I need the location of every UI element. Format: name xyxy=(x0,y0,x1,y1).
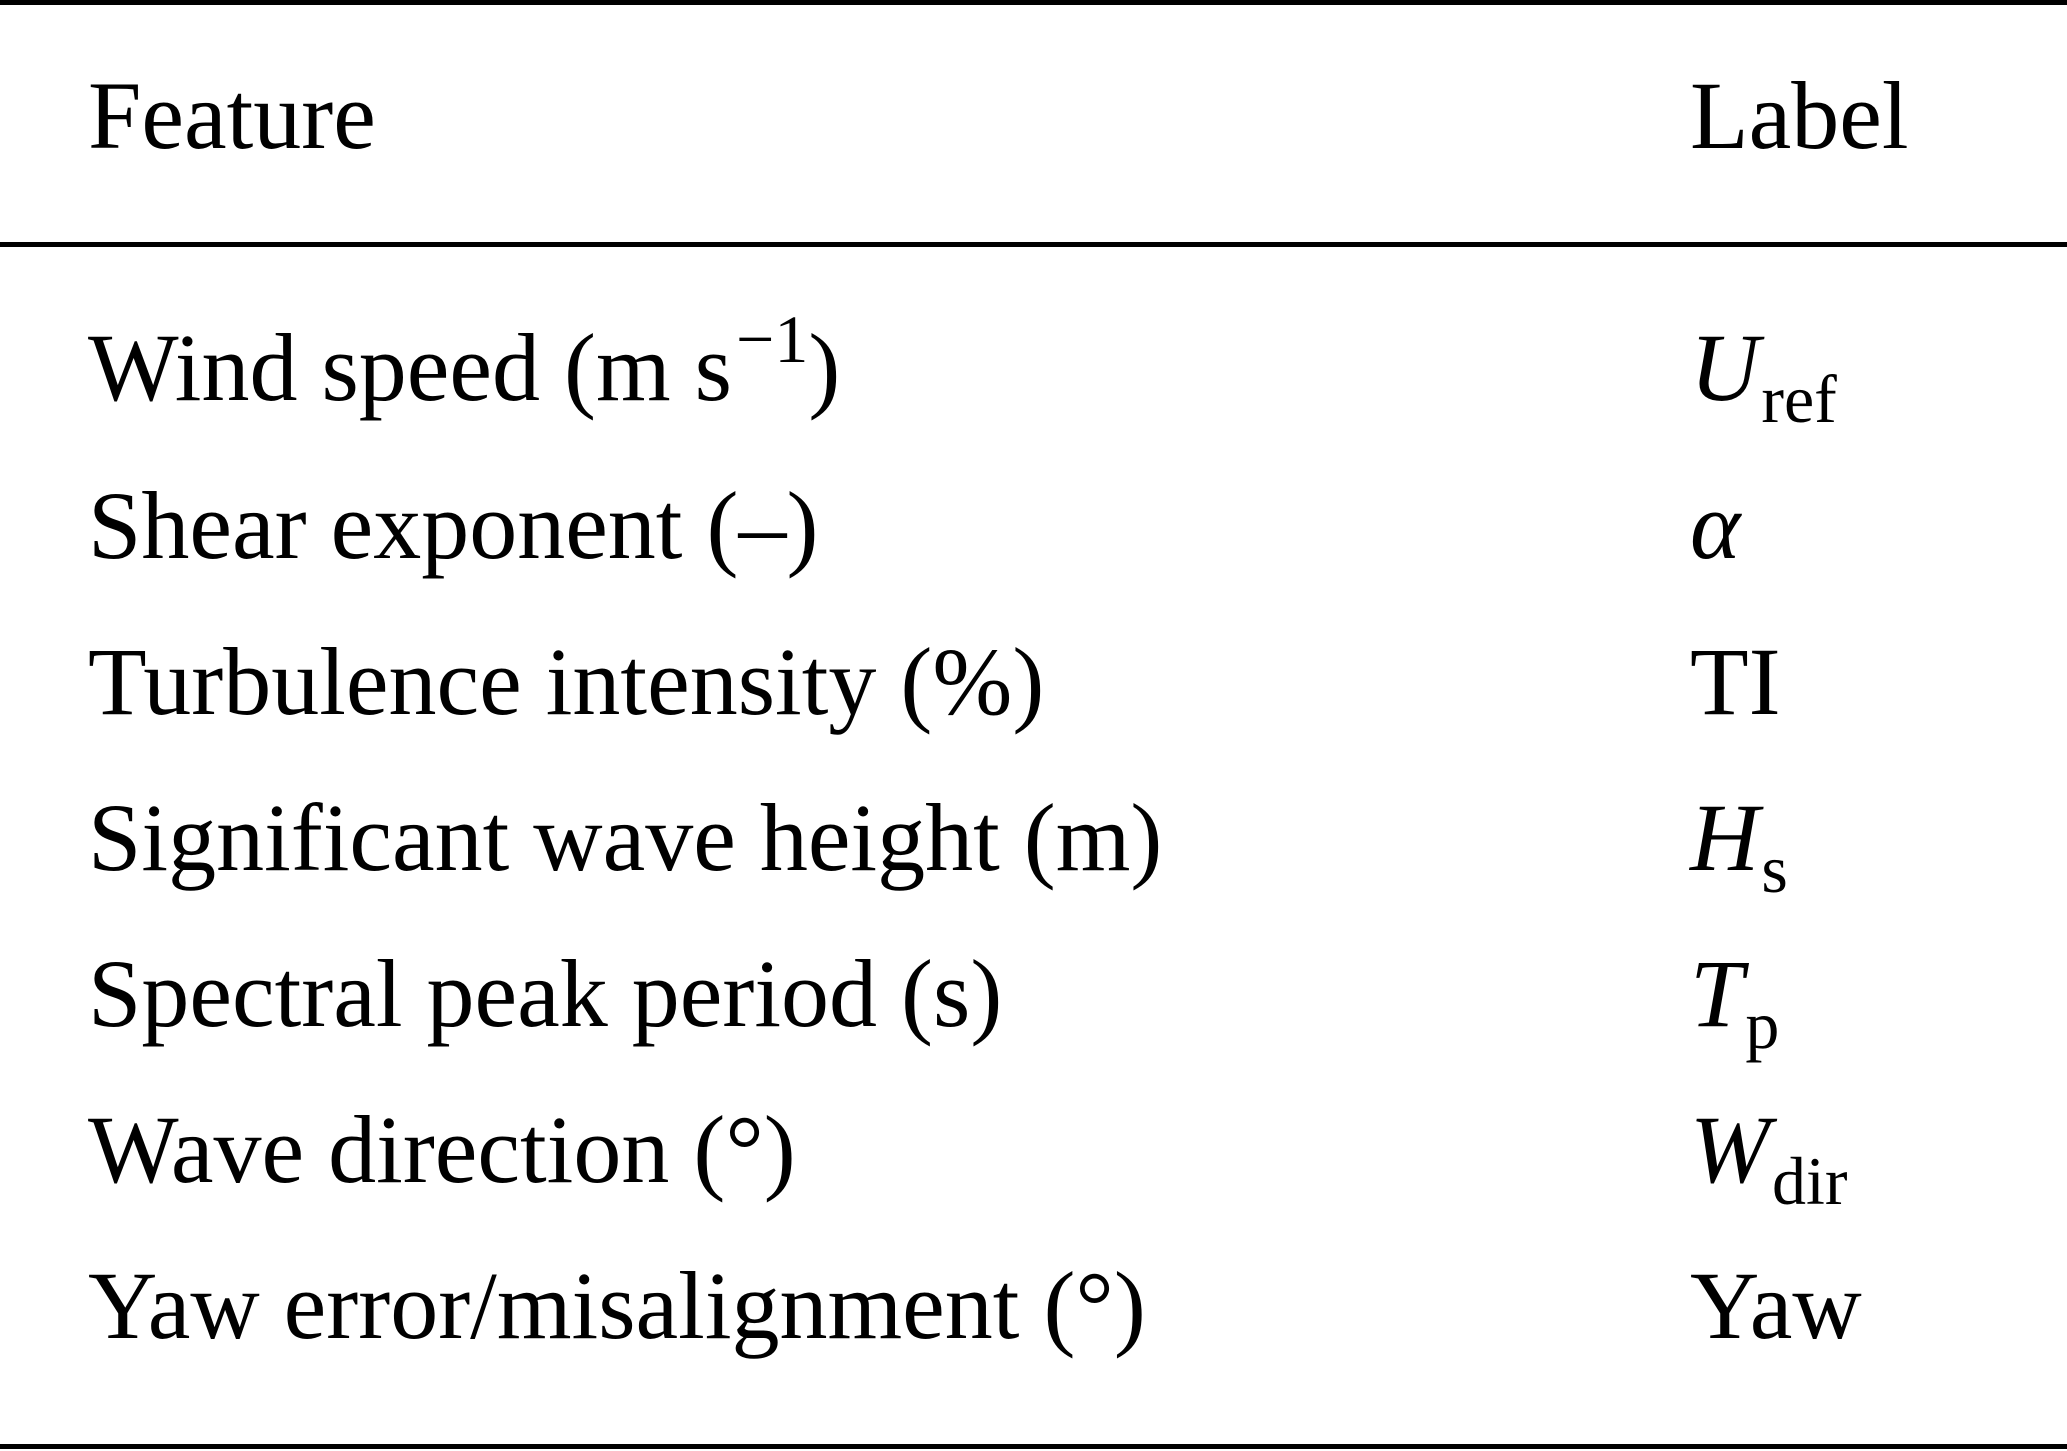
label-symbol: T xyxy=(1690,940,1744,1047)
table-row-feature: Turbulence intensity (%) xyxy=(88,628,1045,735)
table-row-label: TI xyxy=(1690,634,1781,730)
table-row-label: Hs xyxy=(1690,790,1788,904)
label-symbol: α xyxy=(1690,472,1741,579)
label-symbol: W xyxy=(1690,1096,1770,1203)
table-top-rule xyxy=(0,0,2067,5)
feature-text: Wind speed (m s xyxy=(88,314,733,421)
table-row-feature: Shear exponent (–) xyxy=(88,472,819,579)
table-row-label: α xyxy=(1690,478,1740,574)
table-row-feature: Spectral peak period (s) xyxy=(88,940,1003,1047)
label-symbol: Yaw xyxy=(1690,1252,1862,1359)
table-row-label: Wdir xyxy=(1690,1102,1848,1216)
label-symbol: H xyxy=(1690,784,1760,891)
label-subscript: s xyxy=(1761,831,1788,907)
label-symbol: U xyxy=(1690,314,1760,421)
table-row-label: Uref xyxy=(1690,320,1837,434)
table-row-feature: Wind speed (m s−1) xyxy=(88,305,840,416)
table-row-feature: Significant wave height (m) xyxy=(88,784,1163,891)
feature-text-tail: ) xyxy=(808,314,841,421)
header-label: Label xyxy=(1690,62,1909,169)
header-feature: Feature xyxy=(88,62,376,169)
label-subscript: dir xyxy=(1771,1143,1848,1219)
feature-superscript: −1 xyxy=(736,301,809,377)
table-row-label: Yaw xyxy=(1690,1258,1862,1354)
label-subscript: p xyxy=(1745,987,1780,1063)
table-header-rule xyxy=(0,242,2067,247)
table-row-feature: Wave direction (°) xyxy=(88,1096,796,1203)
table-bottom-rule xyxy=(0,1444,2067,1449)
table-row-feature: Yaw error/misalignment (°) xyxy=(88,1252,1146,1359)
label-subscript: ref xyxy=(1761,361,1837,437)
label-symbol: TI xyxy=(1690,628,1781,735)
table-row-label: Tp xyxy=(1690,946,1779,1060)
